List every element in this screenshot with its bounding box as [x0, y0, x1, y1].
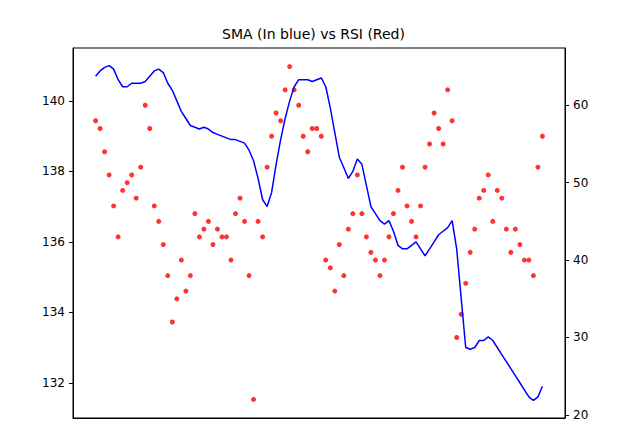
svg-text:50: 50: [573, 176, 588, 190]
svg-text:140: 140: [42, 94, 65, 108]
svg-text:138: 138: [42, 164, 65, 178]
svg-text:20: 20: [573, 408, 588, 422]
svg-text:SMA (In blue) vs RSI (Red): SMA (In blue) vs RSI (Red): [222, 26, 405, 42]
svg-text:40: 40: [573, 253, 588, 267]
svg-text:60: 60: [573, 98, 588, 112]
svg-text:132: 132: [42, 376, 65, 390]
svg-text:136: 136: [42, 235, 65, 249]
svg-text:30: 30: [573, 330, 588, 344]
svg-text:134: 134: [42, 305, 65, 319]
